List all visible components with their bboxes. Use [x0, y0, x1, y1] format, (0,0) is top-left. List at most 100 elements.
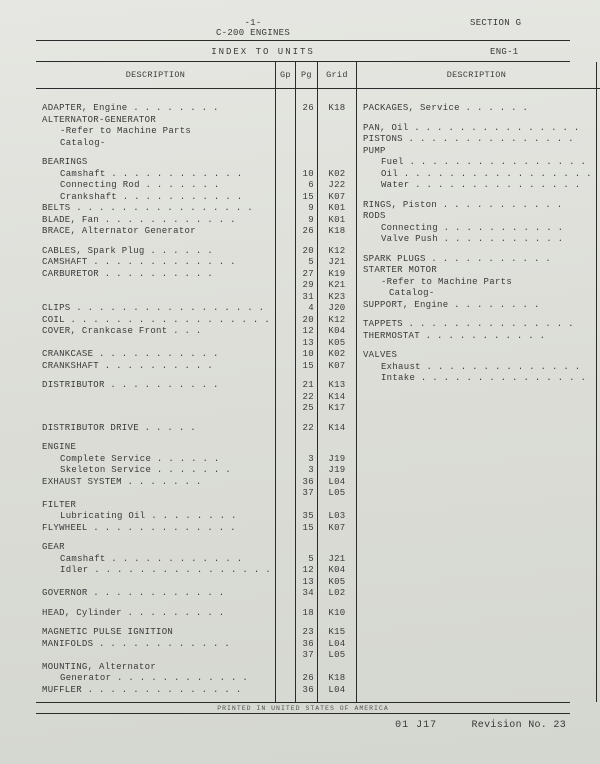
spacer [42, 434, 271, 442]
spacer [296, 600, 317, 608]
index-entry-desc: EXHAUST SYSTEM . . . . . . . [42, 477, 271, 489]
spacer [318, 534, 356, 542]
index-entry-gp [276, 126, 295, 138]
right-column: DESCRIPTION Gp Pg Grid PACKAGES, Service… [357, 62, 600, 702]
spacer [318, 238, 356, 246]
index-entry-desc: BEARINGS [42, 157, 271, 169]
index-entry-gp [276, 226, 295, 238]
index-entry-grid: K12 [318, 246, 356, 258]
spacer [363, 342, 592, 350]
spacer [42, 238, 271, 246]
index-entry-desc: MUFFLER . . . . . . . . . . . . . . [42, 685, 271, 697]
index-entry-desc: THERMOSTAT . . . . . . . . . . . [363, 331, 592, 343]
index-entry-desc: STARTER MOTOR [363, 265, 592, 277]
index-entry-desc: COVER, Crankcase Front . . . [42, 326, 271, 338]
index-entry-gp [276, 577, 295, 589]
index-entry-grid: L05 [318, 488, 356, 500]
page-header: -1- C-200 ENGINES SECTION G [36, 18, 570, 38]
index-entry-desc: Intake . . . . . . . . . . . . . . . [363, 373, 592, 385]
index-entry-pg: 3 [296, 454, 317, 466]
index-entry-desc [42, 338, 271, 350]
spacer [296, 415, 317, 423]
spacer [276, 372, 295, 380]
index-entry-gp [276, 138, 295, 150]
spacer [363, 95, 592, 103]
right-col-head: DESCRIPTION Gp Pg Grid [357, 62, 600, 89]
index-entry-gp [276, 203, 295, 215]
index-entry-gp [276, 326, 295, 338]
index-entry-grid: L05 [318, 650, 356, 662]
footer-revision: 01 J17 Revision No. 23 [36, 720, 570, 731]
index-entry-pg: 22 [296, 423, 317, 435]
index-entry-grid: L04 [318, 639, 356, 651]
index-entry-desc: CABLES, Spark Plug . . . . . . [42, 246, 271, 258]
index-entry-desc: ALTERNATOR-GENERATOR [42, 115, 271, 127]
index-entry-desc: -Refer to Machine Parts [42, 126, 271, 138]
index-entry-grid [318, 500, 356, 512]
spacer [363, 115, 592, 123]
index-entry-grid: J21 [318, 257, 356, 269]
index-entry-pg: 5 [296, 257, 317, 269]
spacer [296, 434, 317, 442]
col-head-description: DESCRIPTION [36, 62, 276, 88]
index-entry-gp [276, 588, 295, 600]
spacer [318, 600, 356, 608]
index-entry-gp [276, 115, 295, 127]
index-entry-pg [296, 138, 317, 150]
index-entry-pg: 9 [296, 203, 317, 215]
index-entry-grid: K07 [318, 523, 356, 535]
index-entry-desc: CRANKSHAFT . . . . . . . . . . [42, 361, 271, 373]
spacer [363, 246, 592, 254]
index-entry-grid [318, 157, 356, 169]
index-entry-desc: FLYWHEEL . . . . . . . . . . . . . [42, 523, 271, 535]
index-entry-grid: J19 [318, 465, 356, 477]
index-entry-pg: 6 [296, 180, 317, 192]
index-entry-desc: GEAR [42, 542, 271, 554]
index-entry-grid [318, 138, 356, 150]
col-head-pg: Pg [296, 62, 318, 88]
index-entry-gp [276, 315, 295, 327]
spacer [276, 619, 295, 627]
left-col-body: ADAPTER, Engine . . . . . . . .ALTERNATO… [36, 89, 356, 702]
index-entry-grid: K19 [318, 269, 356, 281]
index-entry-desc [42, 650, 271, 662]
spacer [318, 95, 356, 103]
left-desc-cells: ADAPTER, Engine . . . . . . . .ALTERNATO… [36, 89, 276, 702]
index-entry-gp [276, 500, 295, 512]
index-entry-gp [276, 662, 295, 674]
index-entry-pg: 13 [296, 338, 317, 350]
hdr-center: -1- C-200 ENGINES [36, 18, 470, 38]
index-entry-gp [276, 303, 295, 315]
index-entry-desc: PUMP [363, 146, 592, 158]
index-entry-desc: VALVES [363, 350, 592, 362]
index-entry-grid [318, 126, 356, 138]
index-entry-gp [276, 608, 295, 620]
index-entry-desc: Lubricating Oil . . . . . . . . [42, 511, 271, 523]
index-entry-desc: BRACE, Alternator Generator [42, 226, 271, 238]
index-entry-gp [276, 103, 295, 115]
index-entry-gp [276, 392, 295, 404]
index-entry-grid: L04 [318, 685, 356, 697]
index-entry-grid: J22 [318, 180, 356, 192]
index-entry-grid: K13 [318, 380, 356, 392]
index-entry-desc: CLIPS . . . . . . . . . . . . . . . . . [42, 303, 271, 315]
index-entry-gp [276, 169, 295, 181]
index-entry-grid: J20 [318, 303, 356, 315]
index-entry-grid: J19 [318, 454, 356, 466]
index-entry-desc: Catalog- [363, 288, 592, 300]
index-entry-pg: 13 [296, 577, 317, 589]
index-entry-grid: K18 [318, 673, 356, 685]
index-entry-desc: Catalog- [42, 138, 271, 150]
index-entry-desc: PISTONS . . . . . . . . . . . . . . . [363, 134, 592, 146]
index-entry-pg: 26 [296, 103, 317, 115]
col-head-gp: Gp [276, 62, 296, 88]
index-entry-grid: K05 [318, 338, 356, 350]
index-entry-grid: J21 [318, 554, 356, 566]
index-table: DESCRIPTION Gp Pg Grid ADAPTER, Engine .… [36, 61, 570, 703]
spacer [296, 95, 317, 103]
spacer [42, 534, 271, 542]
spacer [318, 415, 356, 423]
index-entry-desc: CRANKCASE . . . . . . . . . . . [42, 349, 271, 361]
spacer [363, 311, 592, 319]
left-grid-cells: K18K02J22K07K01K01K18K12J21K19K21K23J20K… [318, 89, 356, 702]
